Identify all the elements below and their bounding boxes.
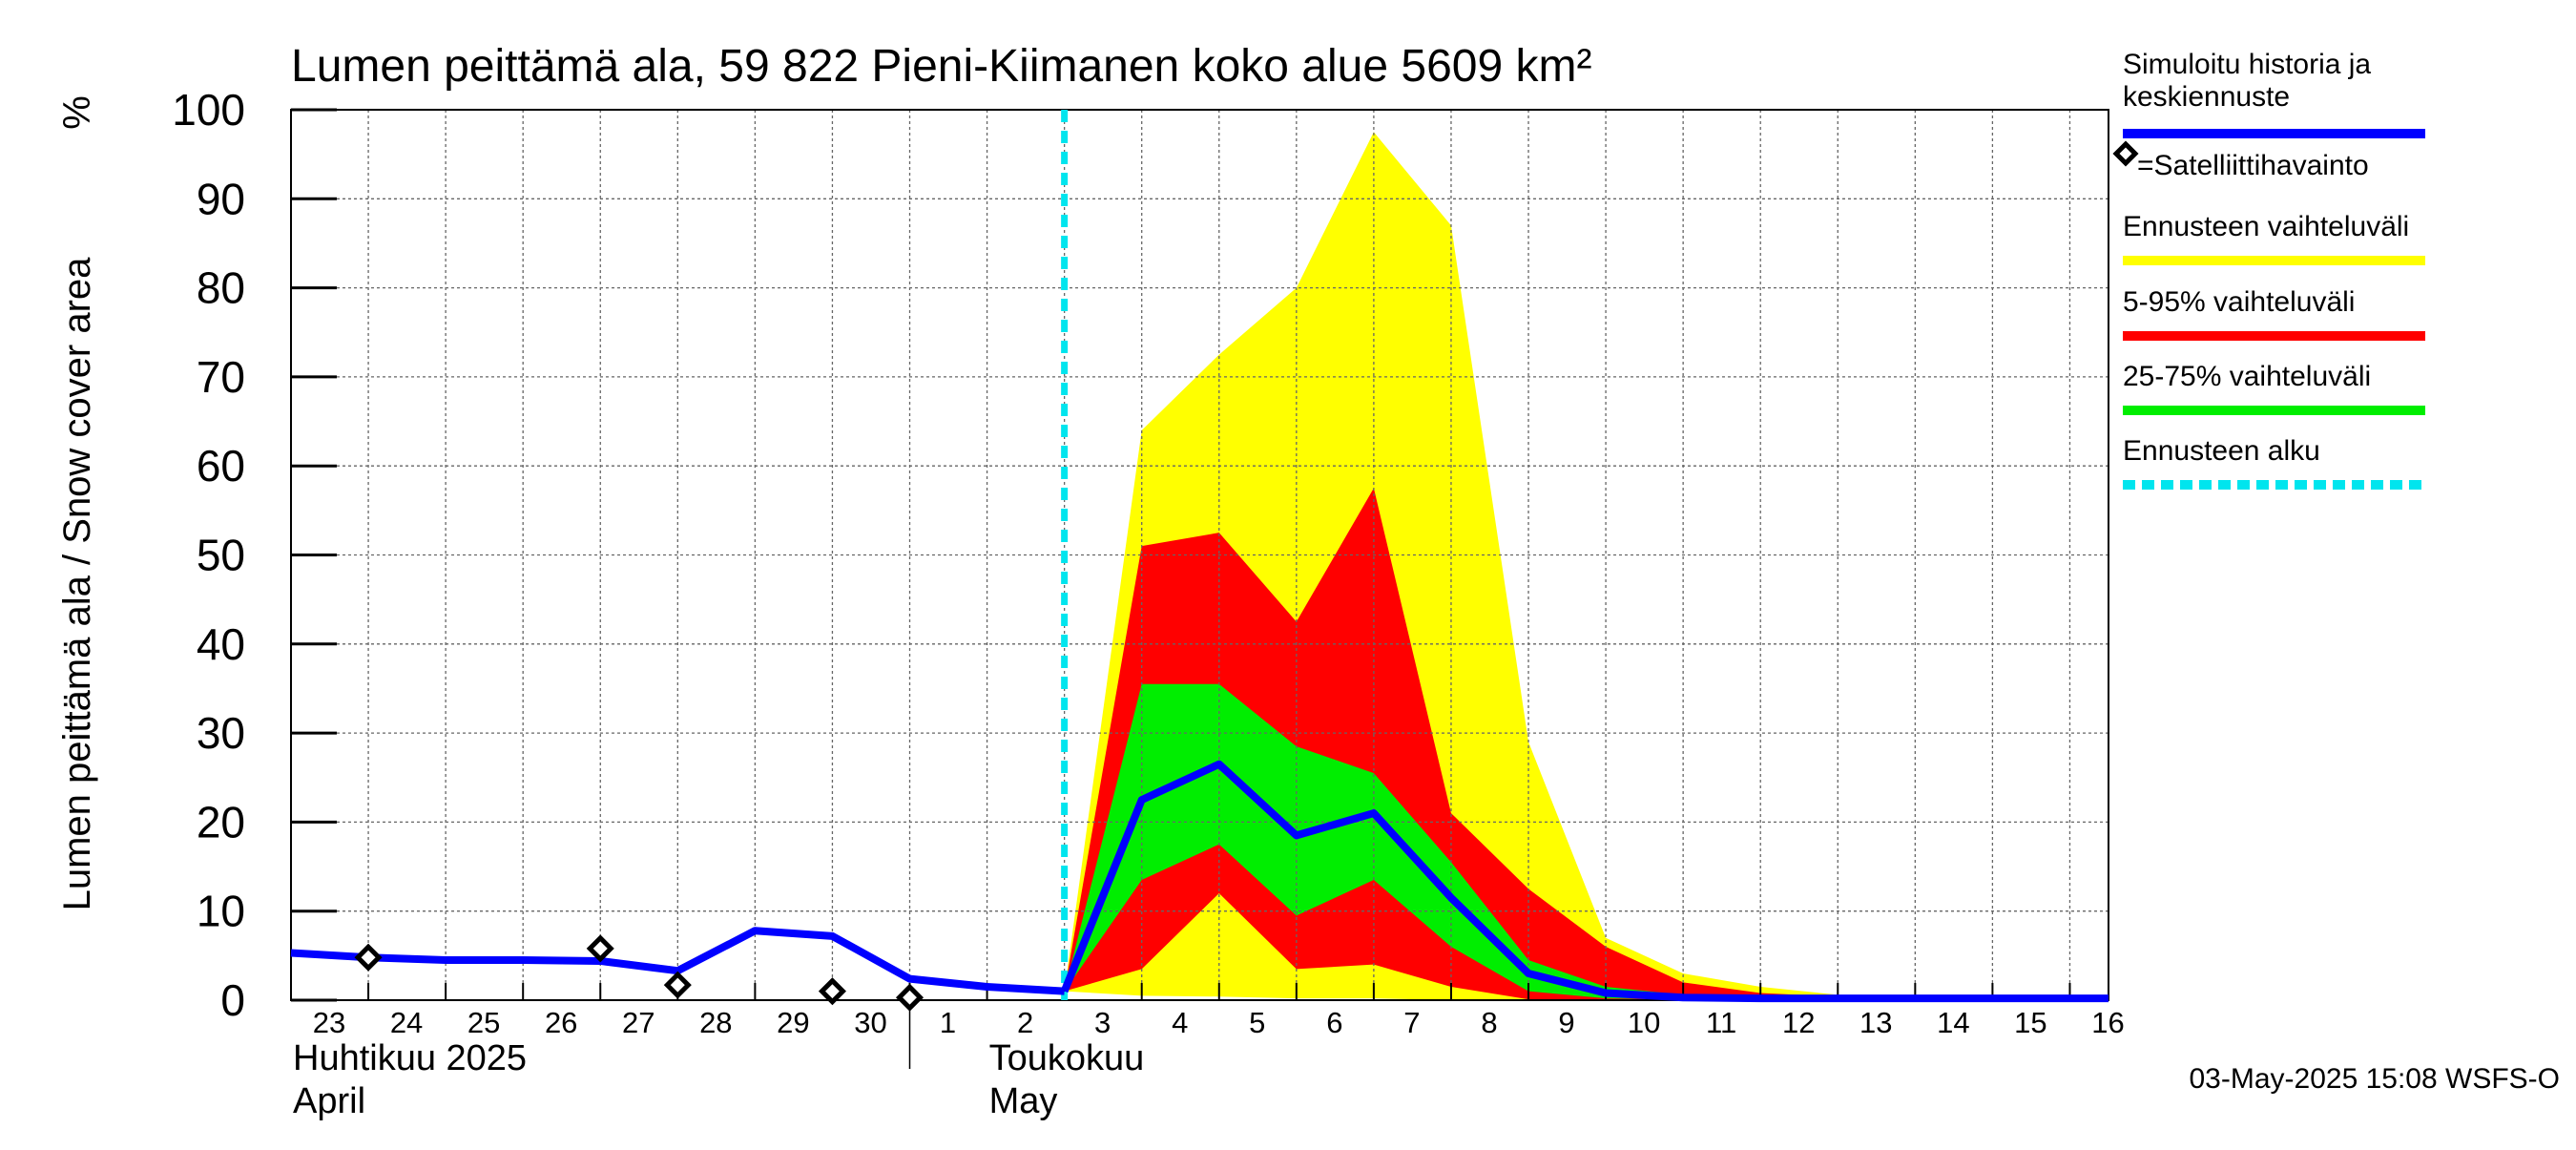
y-tick-label-6: 60 — [197, 441, 245, 491]
legend-label-2-history: keskiennuste — [2123, 81, 2290, 113]
month-label-en-0: April — [293, 1081, 365, 1121]
plot-frame — [290, 109, 2109, 1001]
y-tick-label-0: 0 — [220, 975, 245, 1025]
y-tick-label-10: 100 — [172, 85, 245, 135]
median-forecast-line — [1060, 760, 2109, 1003]
x-tick-label-6: 29 — [777, 1006, 809, 1039]
timestamp-footer: 03-May-2025 15:08 WSFS-O — [2190, 1063, 2561, 1095]
x-tick-label-13: 6 — [1326, 1006, 1342, 1039]
x-tick-label-10: 3 — [1094, 1006, 1111, 1039]
x-tick-label-4: 27 — [622, 1006, 654, 1039]
x-tick-label-8: 1 — [940, 1006, 956, 1039]
x-tick-label-15: 8 — [1481, 1006, 1497, 1039]
legend-entry-satellite: =Satelliittihavainto — [2112, 140, 2369, 181]
x-tick-label-12: 5 — [1249, 1006, 1265, 1039]
legend-label-forecast-start: Ennusteen alku — [2123, 435, 2320, 467]
satellite-observation-4 — [895, 983, 924, 1012]
satellite-observation-1 — [586, 934, 614, 963]
chart-title: Lumen peittämä ala, 59 822 Pieni-Kiimane… — [291, 41, 1591, 92]
legend-label-p25_75: 25-75% vaihteluväli — [2123, 361, 2371, 392]
satellite-observation-0 — [354, 943, 383, 972]
y-tick-label-3: 30 — [197, 708, 245, 758]
y-tick-label-9: 90 — [197, 174, 245, 223]
satellite-observation-2 — [663, 971, 692, 999]
legend-entry-range: Ennusteen vaihteluväli — [2123, 211, 2425, 265]
y-tick-label-7: 70 — [197, 352, 245, 402]
y-tick-label-4: 40 — [197, 619, 245, 669]
y-tick-label-5: 50 — [197, 531, 245, 580]
legend-label-p5_95: 5-95% vaihteluväli — [2123, 286, 2355, 318]
x-tick-label-17: 10 — [1628, 1006, 1660, 1039]
month-label-0: Huhtikuu 2025 — [293, 1038, 527, 1078]
y-axis-label: Lumen peittämä ala / Snow cover area — [56, 257, 98, 911]
legend-label-range: Ennusteen vaihteluväli — [2123, 211, 2409, 242]
x-tick-label-1: 24 — [390, 1006, 423, 1039]
band-2 — [1064, 683, 2109, 1000]
history-line — [290, 927, 1065, 995]
legend-entry-p25_75: 25-75% vaihteluväli — [2123, 361, 2425, 415]
x-tick-label-21: 14 — [1937, 1006, 1969, 1039]
x-tick-label-9: 2 — [1017, 1006, 1033, 1039]
y-tick-label-8: 80 — [197, 263, 245, 313]
x-tick-label-11: 4 — [1172, 1006, 1188, 1039]
satellite-observation-3 — [818, 977, 846, 1006]
y-tick-label-2: 20 — [197, 797, 245, 847]
x-tick-label-14: 7 — [1403, 1006, 1420, 1039]
x-tick-label-22: 15 — [2014, 1006, 2046, 1039]
x-tick-label-18: 11 — [1706, 1006, 1736, 1039]
y-axis-unit: % — [56, 95, 98, 130]
x-tick-label-5: 28 — [699, 1006, 732, 1039]
y-tick-label-1: 10 — [197, 887, 245, 936]
x-tick-label-23: 16 — [2091, 1006, 2124, 1039]
x-tick-label-19: 12 — [1782, 1006, 1815, 1039]
x-tick-label-2: 25 — [467, 1006, 500, 1039]
x-tick-label-0: 23 — [313, 1006, 345, 1039]
x-tick-label-3: 26 — [545, 1006, 577, 1039]
x-tick-label-16: 9 — [1558, 1006, 1574, 1039]
legend-entry-forecast-start: Ennusteen alku — [2123, 435, 2425, 490]
legend-marker-satellite — [2112, 140, 2139, 167]
x-tick-label-7: 30 — [854, 1006, 886, 1039]
month-label-en-1: May — [989, 1081, 1058, 1121]
legend-label-history: Simuloitu historia ja — [2123, 49, 2371, 80]
legend-label-satellite: =Satelliittihavainto — [2137, 150, 2369, 181]
x-tick-label-20: 13 — [1859, 1006, 1892, 1039]
legend-entry-p5_95: 5-95% vaihteluväli — [2123, 286, 2425, 341]
month-label-1: Toukokuu — [989, 1038, 1145, 1078]
